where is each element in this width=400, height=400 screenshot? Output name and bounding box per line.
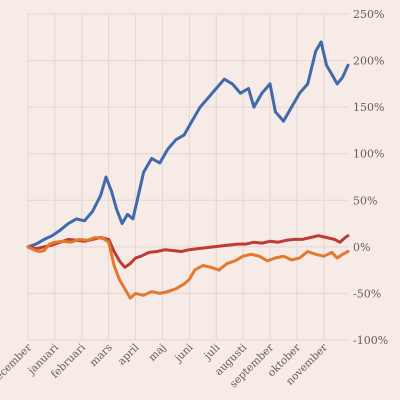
y-tick-label: 150% (353, 101, 384, 114)
series-layer (26, 40, 350, 300)
series-line-1 (26, 40, 350, 249)
y-tick-label: -50% (353, 287, 381, 300)
y-axis-tick-labels: 250% 200% 150% 100% 50% 0% -50% -100% (353, 8, 388, 347)
y-tick-label: 50% (353, 194, 377, 207)
y-tick-label: -100% (353, 334, 388, 347)
x-tick-label: juni (171, 341, 196, 366)
x-tick-label: maj (146, 342, 168, 364)
series-line-3 (26, 236, 350, 300)
x-tick-label: juli (201, 341, 223, 363)
y-tick-label: 100% (353, 148, 384, 161)
y-tick-label: 0% (353, 241, 370, 254)
y-tick-label: 250% (353, 8, 384, 21)
x-tick-label: mars (87, 342, 114, 369)
x-tick-label: april (116, 341, 142, 367)
y-tick-label: 200% (353, 55, 384, 68)
grid-layer (27, 13, 348, 341)
